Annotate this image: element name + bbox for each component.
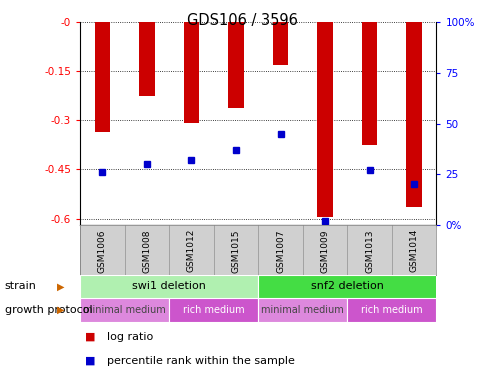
Bar xyxy=(183,22,199,123)
Text: GSM1008: GSM1008 xyxy=(142,229,151,273)
Text: growth protocol: growth protocol xyxy=(5,305,92,315)
Text: minimal medium: minimal medium xyxy=(83,305,166,315)
Bar xyxy=(257,298,347,322)
Text: ■: ■ xyxy=(85,332,95,342)
Text: ▶: ▶ xyxy=(57,281,64,291)
Text: log ratio: log ratio xyxy=(106,332,152,342)
Bar xyxy=(406,22,421,207)
Text: ▶: ▶ xyxy=(57,305,64,315)
Bar xyxy=(257,274,436,298)
Bar xyxy=(169,298,257,322)
Text: rich medium: rich medium xyxy=(361,305,422,315)
Bar xyxy=(94,22,110,132)
Bar xyxy=(227,22,243,108)
Text: swi1 deletion: swi1 deletion xyxy=(132,281,206,291)
Text: GSM1006: GSM1006 xyxy=(98,229,106,273)
Text: GSM1012: GSM1012 xyxy=(186,229,196,272)
Text: GSM1009: GSM1009 xyxy=(320,229,329,273)
Text: ■: ■ xyxy=(85,355,95,366)
Text: snf2 deletion: snf2 deletion xyxy=(310,281,383,291)
Text: GDS106 / 3596: GDS106 / 3596 xyxy=(187,13,297,28)
Bar xyxy=(361,22,377,145)
Text: GSM1007: GSM1007 xyxy=(275,229,285,273)
Bar xyxy=(317,22,332,217)
Bar xyxy=(347,298,436,322)
Text: GSM1014: GSM1014 xyxy=(409,229,418,272)
Text: GSM1015: GSM1015 xyxy=(231,229,240,273)
Text: minimal medium: minimal medium xyxy=(261,305,344,315)
Text: strain: strain xyxy=(5,281,37,291)
Bar xyxy=(139,22,154,96)
Text: percentile rank within the sample: percentile rank within the sample xyxy=(106,355,294,366)
Bar xyxy=(272,22,288,64)
Bar xyxy=(80,298,169,322)
Text: GSM1013: GSM1013 xyxy=(364,229,373,273)
Text: rich medium: rich medium xyxy=(182,305,244,315)
Bar xyxy=(80,274,257,298)
